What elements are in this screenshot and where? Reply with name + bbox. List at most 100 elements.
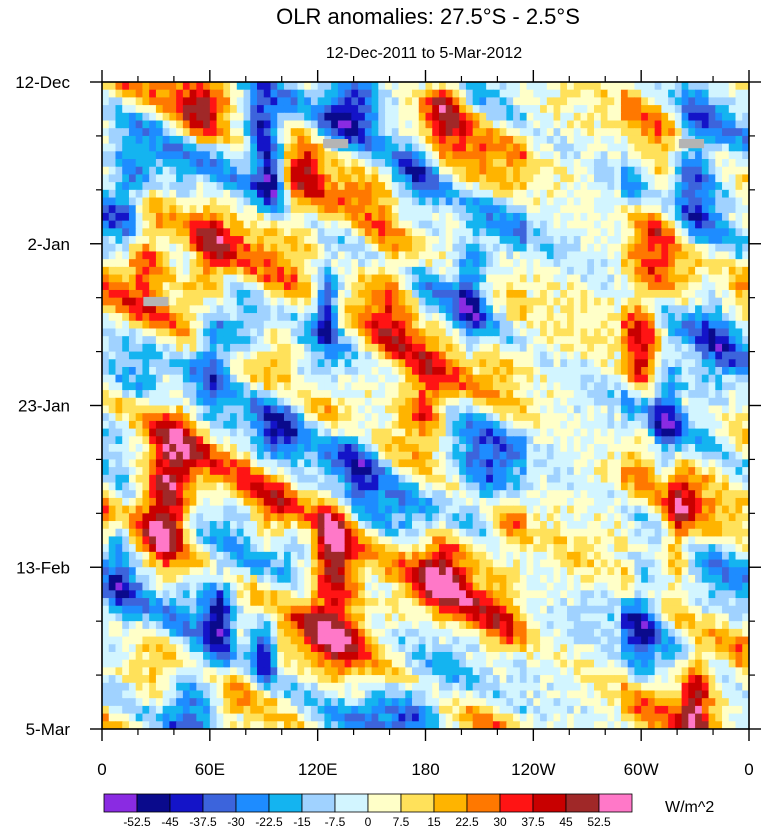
heatmap-cell — [122, 105, 130, 114]
heatmap-cell — [634, 135, 642, 145]
heatmap-cell — [405, 374, 413, 383]
heatmap-cell — [385, 182, 393, 191]
heatmap-cell — [627, 120, 636, 129]
heatmap-cell — [364, 282, 373, 291]
heatmap-cell — [102, 143, 110, 152]
heatmap-cell — [337, 105, 346, 114]
heatmap-cell — [641, 390, 649, 399]
heatmap-cell — [708, 212, 716, 222]
heatmap-cell — [560, 366, 568, 376]
heatmap-cell — [122, 151, 130, 160]
heatmap-cell — [358, 282, 366, 291]
heatmap-cell — [728, 97, 737, 106]
heatmap-cell — [546, 297, 555, 306]
heatmap-cell — [263, 243, 272, 253]
heatmap-cell — [647, 451, 656, 461]
heatmap-cell — [378, 143, 386, 152]
heatmap-cell — [290, 428, 299, 437]
heatmap-cell — [614, 259, 622, 268]
heatmap-cell — [371, 251, 379, 260]
heatmap-cell — [283, 135, 292, 145]
heatmap-cell — [304, 135, 312, 145]
heatmap-cell — [674, 205, 683, 214]
heatmap-cell — [257, 305, 265, 314]
heatmap-cell — [560, 444, 568, 453]
heatmap-cell — [688, 390, 696, 399]
heatmap-cell — [661, 366, 669, 376]
heatmap-cell — [668, 297, 676, 306]
heatmap-cell — [122, 182, 130, 191]
heatmap-cell — [283, 205, 292, 214]
heatmap-cell — [674, 189, 683, 199]
heatmap-cell — [742, 212, 749, 222]
heatmap-cell — [593, 397, 602, 407]
heatmap-cell — [728, 266, 737, 276]
heatmap-cell — [317, 436, 326, 445]
heatmap-cell — [567, 228, 575, 237]
heatmap-cell — [337, 405, 346, 414]
heatmap-cell — [715, 182, 723, 191]
heatmap-cell — [331, 397, 339, 407]
heatmap-cell — [587, 205, 595, 214]
heatmap-cell — [742, 390, 749, 399]
heatmap-cell — [641, 236, 649, 245]
heatmap-cell — [688, 328, 696, 337]
heatmap-cell — [277, 451, 285, 461]
heatmap-cell — [641, 251, 649, 260]
heatmap-cell — [546, 351, 555, 360]
heatmap-cell — [270, 112, 278, 122]
heatmap-cell — [674, 151, 683, 160]
chart-subtitle: 12-Dec-2011 to 5-Mar-2012 — [326, 45, 522, 62]
heatmap-cell — [580, 251, 588, 260]
heatmap-cell — [614, 89, 622, 98]
heatmap-cell — [506, 97, 514, 106]
heatmap-cell — [472, 297, 481, 306]
heatmap-cell — [223, 374, 231, 383]
heatmap-cell — [600, 405, 609, 414]
heatmap-cell — [438, 451, 447, 461]
heatmap-cell — [391, 143, 400, 152]
heatmap-cell — [587, 135, 595, 145]
heatmap-cell — [533, 366, 541, 376]
heatmap-cell — [358, 105, 366, 114]
heatmap-cell — [317, 366, 326, 376]
heatmap-cell — [182, 467, 191, 476]
heatmap-cell — [364, 135, 373, 145]
heatmap-cell — [553, 474, 561, 484]
heatmap-cell — [203, 451, 211, 461]
heatmap-cell — [371, 205, 379, 214]
heatmap-cell — [297, 120, 305, 129]
heatmap-cell — [391, 320, 400, 330]
heatmap-cell — [216, 436, 224, 445]
heatmap-cell — [230, 444, 238, 453]
heatmap-cell — [155, 197, 164, 206]
heatmap-cell — [182, 405, 191, 414]
heatmap-cell — [283, 166, 292, 176]
heatmap-cell — [223, 274, 231, 283]
heatmap-cell — [425, 420, 433, 430]
heatmap-cell — [351, 159, 359, 168]
heatmap-cell — [310, 151, 319, 160]
heatmap-cell — [176, 351, 184, 360]
heatmap-cell — [405, 282, 413, 291]
heatmap-cell — [203, 413, 211, 422]
heatmap-cell — [627, 220, 636, 229]
heatmap-cell — [304, 228, 312, 237]
heatmap-cell — [715, 82, 723, 91]
heatmap-cell — [364, 436, 373, 445]
heatmap-cell — [600, 151, 609, 160]
heatmap-cell — [108, 397, 117, 407]
heatmap-cell — [607, 336, 615, 345]
heatmap-cell — [715, 197, 723, 206]
heatmap-cell — [573, 359, 582, 368]
heatmap-cell — [169, 220, 177, 229]
heatmap-cell — [567, 159, 575, 168]
heatmap-cell — [438, 189, 447, 199]
heatmap-cell — [654, 359, 662, 368]
heatmap-cell — [371, 405, 379, 414]
heatmap-cell — [412, 405, 420, 414]
heatmap-cell — [223, 313, 231, 322]
heatmap-cell — [728, 228, 737, 237]
heatmap-cell — [358, 420, 366, 430]
heatmap-cell — [708, 128, 716, 137]
